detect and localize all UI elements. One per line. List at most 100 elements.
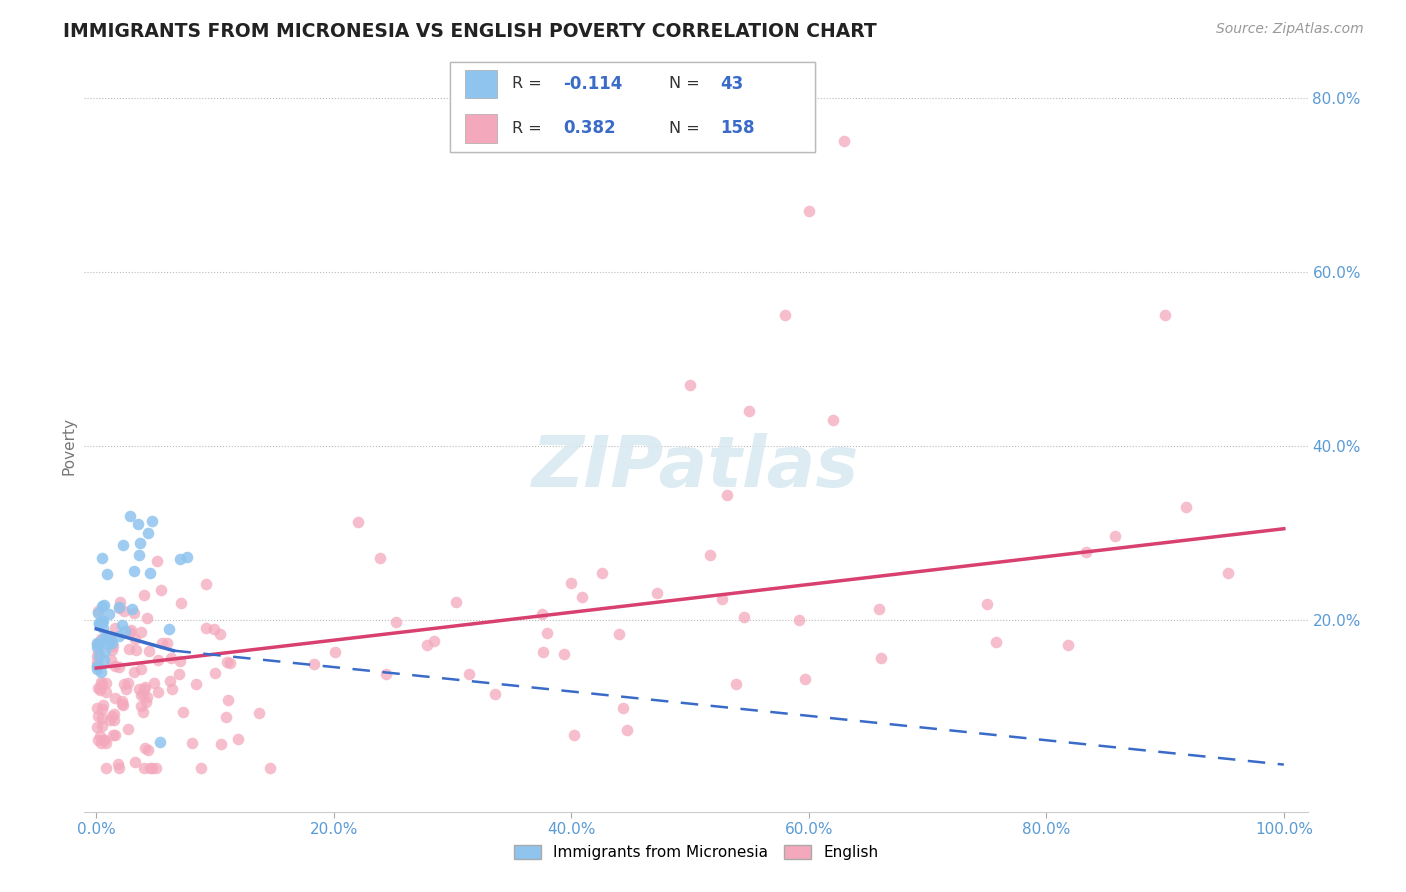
Point bbox=[141, 761, 163, 775]
Point bbox=[104, 658, 127, 673]
Point bbox=[90, 632, 112, 647]
FancyBboxPatch shape bbox=[450, 62, 815, 152]
Point bbox=[247, 706, 270, 720]
Y-axis label: Poverty: Poverty bbox=[60, 417, 76, 475]
Point bbox=[149, 735, 172, 749]
Point bbox=[209, 737, 232, 751]
Point bbox=[91, 621, 114, 635]
Point bbox=[834, 134, 856, 148]
Point bbox=[181, 736, 204, 750]
Text: R =: R = bbox=[512, 77, 547, 91]
Legend: Immigrants from Micronesia, English: Immigrants from Micronesia, English bbox=[508, 839, 884, 866]
Point bbox=[138, 644, 160, 658]
Point bbox=[118, 642, 141, 657]
Point bbox=[87, 681, 110, 695]
Point bbox=[139, 566, 162, 581]
Text: N =: N = bbox=[669, 121, 706, 136]
Point bbox=[195, 621, 218, 635]
Point bbox=[821, 413, 844, 427]
Point bbox=[108, 595, 131, 609]
Point bbox=[94, 644, 117, 658]
Point bbox=[96, 761, 118, 775]
Point bbox=[136, 742, 159, 756]
Point bbox=[86, 636, 108, 650]
Point bbox=[733, 609, 755, 624]
Point bbox=[94, 736, 117, 750]
Point bbox=[132, 687, 155, 701]
Point bbox=[89, 729, 111, 743]
Point bbox=[89, 682, 111, 697]
Point bbox=[90, 719, 112, 733]
Point bbox=[87, 616, 110, 631]
Point bbox=[148, 652, 170, 666]
Point bbox=[121, 602, 143, 616]
Point bbox=[202, 622, 225, 636]
Point bbox=[416, 638, 439, 652]
Point bbox=[98, 607, 121, 621]
Point bbox=[530, 607, 553, 622]
Point bbox=[1175, 500, 1198, 514]
Point bbox=[120, 623, 142, 637]
Point bbox=[108, 601, 131, 615]
Point bbox=[122, 606, 145, 620]
Point bbox=[131, 688, 153, 702]
Point bbox=[125, 643, 148, 657]
Point bbox=[91, 632, 114, 647]
Point bbox=[484, 687, 506, 701]
Point bbox=[208, 627, 231, 641]
Point bbox=[1216, 566, 1239, 581]
Point bbox=[145, 761, 167, 775]
Point bbox=[773, 309, 796, 323]
Point bbox=[93, 732, 115, 747]
Point bbox=[194, 577, 217, 591]
Point bbox=[90, 674, 112, 689]
Point bbox=[112, 698, 135, 712]
Point bbox=[91, 614, 114, 628]
Point bbox=[132, 682, 155, 697]
Point bbox=[124, 632, 146, 646]
Point bbox=[553, 647, 575, 661]
Point bbox=[146, 684, 169, 698]
Text: -0.114: -0.114 bbox=[564, 75, 623, 93]
Point bbox=[139, 761, 162, 775]
Point bbox=[141, 514, 163, 528]
Point bbox=[1104, 529, 1126, 543]
Point bbox=[111, 694, 134, 708]
Point bbox=[226, 731, 249, 746]
Point bbox=[93, 598, 115, 612]
Point bbox=[724, 677, 747, 691]
Point bbox=[86, 662, 108, 676]
Point bbox=[976, 598, 998, 612]
Point bbox=[111, 697, 134, 711]
Point bbox=[323, 645, 346, 659]
Point bbox=[219, 656, 242, 670]
Point bbox=[170, 596, 193, 610]
Point bbox=[143, 676, 166, 690]
Point bbox=[94, 676, 117, 690]
Point bbox=[374, 666, 396, 681]
Point bbox=[90, 677, 112, 691]
Point bbox=[132, 705, 155, 719]
Point bbox=[150, 583, 173, 598]
Point bbox=[870, 650, 893, 665]
Point bbox=[986, 635, 1008, 649]
Point bbox=[90, 735, 112, 749]
Text: N =: N = bbox=[669, 77, 706, 91]
Point bbox=[128, 536, 150, 550]
Point bbox=[114, 682, 136, 697]
Point bbox=[112, 604, 135, 618]
Point bbox=[93, 732, 115, 747]
Point bbox=[612, 700, 634, 714]
Point bbox=[616, 723, 638, 737]
Point bbox=[100, 633, 122, 648]
Point bbox=[86, 721, 108, 735]
Point bbox=[645, 586, 668, 600]
Point bbox=[716, 488, 738, 502]
Point bbox=[87, 732, 110, 747]
Point bbox=[91, 551, 114, 566]
Point bbox=[86, 655, 108, 669]
Point bbox=[97, 637, 120, 651]
Point bbox=[132, 761, 155, 775]
Point bbox=[679, 378, 702, 392]
Point bbox=[101, 708, 124, 723]
